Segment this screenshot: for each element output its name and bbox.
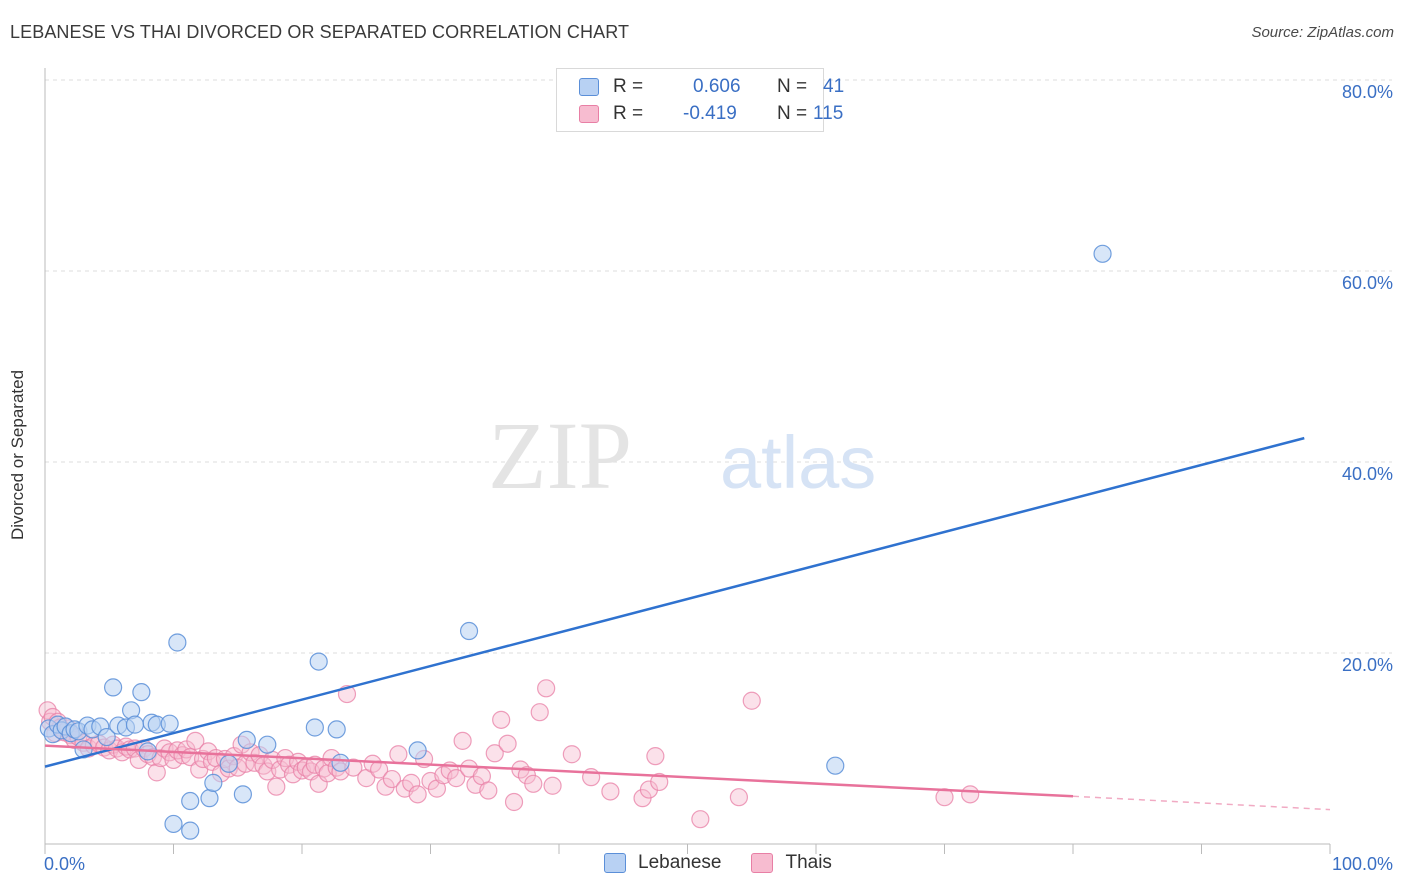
source-label: Source: ZipAtlas.com <box>1251 24 1394 41</box>
lebanese-point <box>204 773 223 792</box>
lebanese-n-value: 41 <box>823 76 845 97</box>
thais-label: Thais <box>785 852 832 873</box>
thais-point <box>691 810 710 829</box>
n-label: N = <box>777 103 808 124</box>
thais-trend-extrapolation <box>1072 795 1331 811</box>
lebanese-point <box>164 814 183 834</box>
thais-point <box>376 777 395 796</box>
thais-point <box>504 792 524 812</box>
thais-point <box>453 731 472 750</box>
lebanese-point <box>160 714 179 733</box>
thais-point <box>408 785 427 804</box>
legend-row-thais: R = -0.419 N = 115 <box>579 102 843 126</box>
lebanese-point <box>97 727 116 747</box>
y-tick-label: 60.0% <box>1342 273 1393 293</box>
lebanese-swatch <box>579 78 599 96</box>
thais-point <box>530 703 549 722</box>
watermark-atlas: atlas <box>720 421 876 504</box>
thais-point <box>389 745 408 764</box>
lebanese-point <box>408 741 427 760</box>
lebanese-point <box>459 621 479 641</box>
lebanese-point <box>125 715 145 734</box>
thais-trend-line <box>44 744 1074 798</box>
thais-point <box>524 774 543 793</box>
y-tick-label: 20.0% <box>1342 655 1393 675</box>
lebanese-trend-line <box>44 436 1305 768</box>
watermark: ZIP atlas <box>488 402 876 509</box>
thais-point <box>485 744 504 763</box>
x-tick-label-min: 0.0% <box>44 854 85 874</box>
thais-points <box>38 679 980 829</box>
thais-point <box>742 691 761 710</box>
bottom-legend-lebanese: Lebanese <box>604 852 721 874</box>
lebanese-point <box>826 756 845 775</box>
lebanese-swatch <box>604 853 626 873</box>
thais-point <box>601 782 620 801</box>
lebanese-points <box>39 244 1112 840</box>
watermark-zip: ZIP <box>488 402 632 509</box>
lebanese-point <box>132 683 151 702</box>
axes <box>44 68 1331 854</box>
thais-point <box>562 745 581 764</box>
thais-swatch <box>751 853 774 873</box>
thais-point <box>267 777 286 796</box>
thais-point <box>543 776 562 795</box>
tick-labels: 20.0% 40.0% 60.0% 80.0% 0.0% 100.0% <box>44 82 1393 874</box>
legend: R = 0.606 N = 41 R = -0.419 N = 115 <box>556 68 844 132</box>
r-label: R = <box>613 76 644 97</box>
thais-point <box>639 780 659 799</box>
legend-row-lebanese: R = 0.606 N = 41 <box>579 75 844 99</box>
lebanese-r-value: 0.606 <box>693 76 741 97</box>
grid-lines <box>45 79 1392 654</box>
r-label: R = <box>613 103 644 124</box>
thais-point <box>498 734 517 753</box>
lebanese-point <box>237 730 256 750</box>
lebanese-point <box>1093 244 1112 263</box>
lebanese-point <box>219 754 238 773</box>
lebanese-point <box>309 652 328 671</box>
thais-r-value: -0.419 <box>683 103 737 124</box>
thais-point <box>646 747 665 766</box>
lebanese-point <box>327 720 346 739</box>
thais-point <box>537 679 556 698</box>
lebanese-point <box>305 718 324 737</box>
lebanese-point <box>258 735 277 754</box>
y-tick-label: 40.0% <box>1342 464 1393 484</box>
bottom-legend: Lebanese Thais <box>604 852 862 874</box>
thais-point <box>961 785 980 804</box>
thais-point <box>402 773 421 792</box>
x-tick-label-max: 100.0% <box>1332 854 1393 874</box>
lebanese-point <box>168 633 187 652</box>
lebanese-point <box>181 791 200 811</box>
thais-n-value: 115 <box>813 103 844 124</box>
thais-point <box>305 755 324 774</box>
lebanese-point <box>331 753 350 772</box>
y-tick-label: 80.0% <box>1342 82 1393 102</box>
thais-point <box>492 710 511 729</box>
chart-title: LEBANESE VS THAI DIVORCED OR SEPARATED C… <box>10 22 630 42</box>
thais-point <box>479 781 498 800</box>
lebanese-point <box>200 789 219 808</box>
y-axis-label: Divorced or Separated <box>8 369 27 541</box>
n-label: N = <box>777 76 808 97</box>
lebanese-point <box>104 678 123 697</box>
thais-point <box>147 763 166 782</box>
thais-point <box>447 769 466 788</box>
thais-swatch <box>579 105 599 123</box>
lebanese-point <box>233 785 252 804</box>
lebanese-label: Lebanese <box>638 852 722 873</box>
thais-point <box>382 769 402 789</box>
lebanese-point <box>181 821 200 840</box>
bottom-legend-thais: Thais <box>751 852 832 874</box>
trend-lines <box>44 436 1331 811</box>
lebanese-point <box>74 740 93 759</box>
thais-point <box>729 788 749 807</box>
thais-point <box>186 731 205 750</box>
thais-point <box>650 772 669 792</box>
